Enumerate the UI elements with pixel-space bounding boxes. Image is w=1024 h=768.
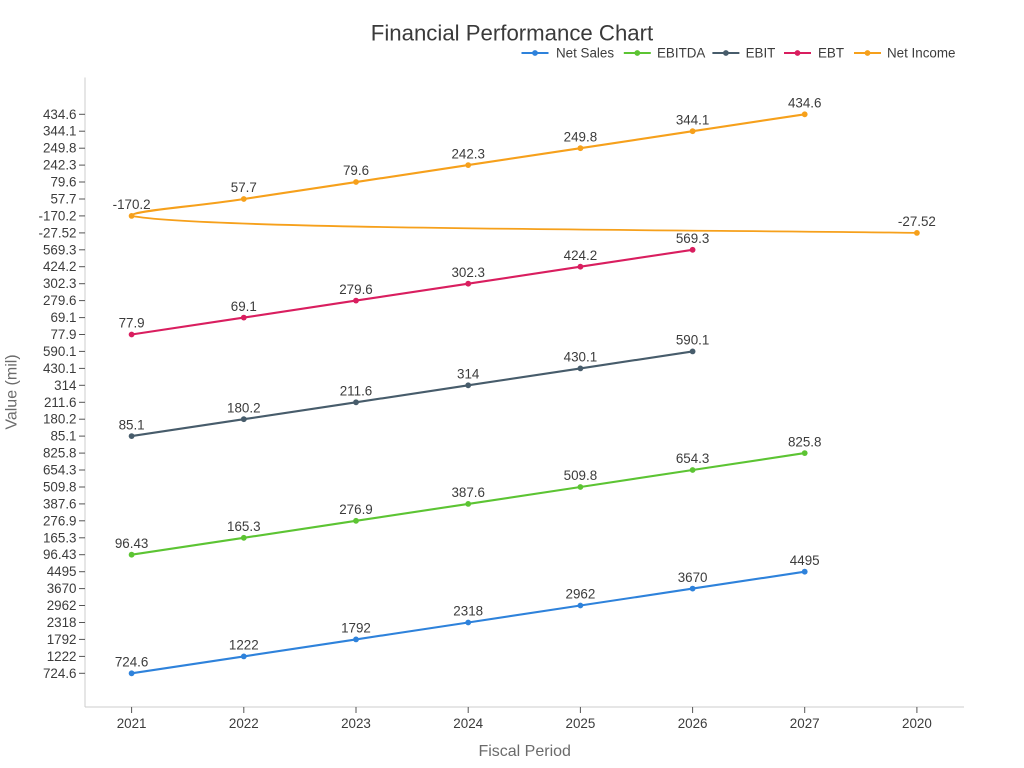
svg-text:569.3: 569.3 <box>43 242 77 257</box>
svg-text:Net Income: Net Income <box>887 46 955 61</box>
svg-text:79.6: 79.6 <box>343 163 369 178</box>
svg-text:279.6: 279.6 <box>339 282 373 297</box>
svg-text:1222: 1222 <box>47 649 77 664</box>
svg-text:3670: 3670 <box>47 581 77 596</box>
svg-text:85.1: 85.1 <box>119 417 145 432</box>
svg-text:344.1: 344.1 <box>676 112 710 127</box>
svg-text:590.1: 590.1 <box>43 344 77 359</box>
svg-text:2020: 2020 <box>902 716 932 731</box>
svg-text:165.3: 165.3 <box>43 530 77 545</box>
svg-text:314: 314 <box>457 367 480 382</box>
svg-text:2023: 2023 <box>341 716 371 731</box>
svg-text:79.6: 79.6 <box>50 175 76 190</box>
svg-text:279.6: 279.6 <box>43 293 77 308</box>
svg-text:2962: 2962 <box>566 587 596 602</box>
svg-text:Fiscal Period: Fiscal Period <box>478 743 570 760</box>
svg-text:724.6: 724.6 <box>115 655 149 670</box>
svg-text:590.1: 590.1 <box>676 333 710 348</box>
svg-text:77.9: 77.9 <box>119 316 145 331</box>
svg-text:85.1: 85.1 <box>50 429 76 444</box>
svg-text:654.3: 654.3 <box>43 463 77 478</box>
svg-text:2024: 2024 <box>453 716 483 731</box>
svg-text:211.6: 211.6 <box>44 395 77 410</box>
svg-text:509.8: 509.8 <box>564 468 598 483</box>
svg-text:1222: 1222 <box>229 638 259 653</box>
svg-text:2318: 2318 <box>453 604 483 619</box>
svg-text:165.3: 165.3 <box>227 519 261 534</box>
svg-text:-170.2: -170.2 <box>39 208 77 223</box>
svg-text:2022: 2022 <box>229 716 259 731</box>
svg-text:96.43: 96.43 <box>115 536 149 551</box>
svg-text:-27.52: -27.52 <box>898 214 936 229</box>
svg-text:EBITDA: EBITDA <box>657 46 705 61</box>
svg-text:-170.2: -170.2 <box>113 197 151 212</box>
svg-text:434.6: 434.6 <box>43 107 77 122</box>
svg-text:434.6: 434.6 <box>788 96 822 111</box>
svg-text:424.2: 424.2 <box>43 259 77 274</box>
svg-text:276.9: 276.9 <box>339 502 373 517</box>
svg-text:77.9: 77.9 <box>50 327 76 342</box>
svg-text:4495: 4495 <box>790 553 820 568</box>
svg-text:825.8: 825.8 <box>43 446 77 461</box>
svg-text:430.1: 430.1 <box>43 361 77 376</box>
svg-text:276.9: 276.9 <box>43 513 77 528</box>
svg-text:69.1: 69.1 <box>231 299 257 314</box>
svg-text:2027: 2027 <box>790 716 820 731</box>
svg-text:2318: 2318 <box>47 615 77 630</box>
svg-text:302.3: 302.3 <box>451 265 485 280</box>
svg-text:724.6: 724.6 <box>43 666 77 681</box>
svg-text:242.3: 242.3 <box>43 158 77 173</box>
svg-text:180.2: 180.2 <box>43 412 77 427</box>
svg-text:302.3: 302.3 <box>43 276 77 291</box>
svg-text:1792: 1792 <box>341 621 371 636</box>
svg-text:EBT: EBT <box>818 46 844 61</box>
svg-text:344.1: 344.1 <box>43 124 77 139</box>
svg-text:424.2: 424.2 <box>564 248 598 263</box>
svg-text:Net Sales: Net Sales <box>556 46 614 61</box>
svg-text:180.2: 180.2 <box>227 400 261 415</box>
svg-text:314: 314 <box>54 378 77 393</box>
svg-text:Financial Performance Chart: Financial Performance Chart <box>371 21 653 46</box>
svg-text:430.1: 430.1 <box>564 350 598 365</box>
svg-text:3670: 3670 <box>678 570 708 585</box>
svg-text:569.3: 569.3 <box>676 231 710 246</box>
svg-text:242.3: 242.3 <box>451 146 485 161</box>
svg-text:-27.52: -27.52 <box>39 225 77 240</box>
svg-text:509.8: 509.8 <box>43 480 77 495</box>
svg-text:211.6: 211.6 <box>340 384 373 399</box>
svg-text:387.6: 387.6 <box>451 485 485 500</box>
svg-text:1792: 1792 <box>47 632 77 647</box>
svg-text:825.8: 825.8 <box>788 434 822 449</box>
svg-text:4495: 4495 <box>47 564 77 579</box>
svg-text:57.7: 57.7 <box>50 192 76 207</box>
svg-text:249.8: 249.8 <box>564 129 598 144</box>
svg-text:69.1: 69.1 <box>50 310 76 325</box>
svg-text:654.3: 654.3 <box>676 451 710 466</box>
svg-text:57.7: 57.7 <box>231 180 257 195</box>
svg-text:249.8: 249.8 <box>43 141 77 156</box>
svg-text:2021: 2021 <box>117 716 147 731</box>
svg-text:Value (mil): Value (mil) <box>4 354 21 429</box>
svg-text:387.6: 387.6 <box>43 496 77 511</box>
svg-text:2962: 2962 <box>47 598 77 613</box>
svg-text:EBIT: EBIT <box>746 46 776 61</box>
svg-text:2026: 2026 <box>678 716 708 731</box>
svg-text:2025: 2025 <box>566 716 596 731</box>
svg-text:96.43: 96.43 <box>43 547 77 562</box>
